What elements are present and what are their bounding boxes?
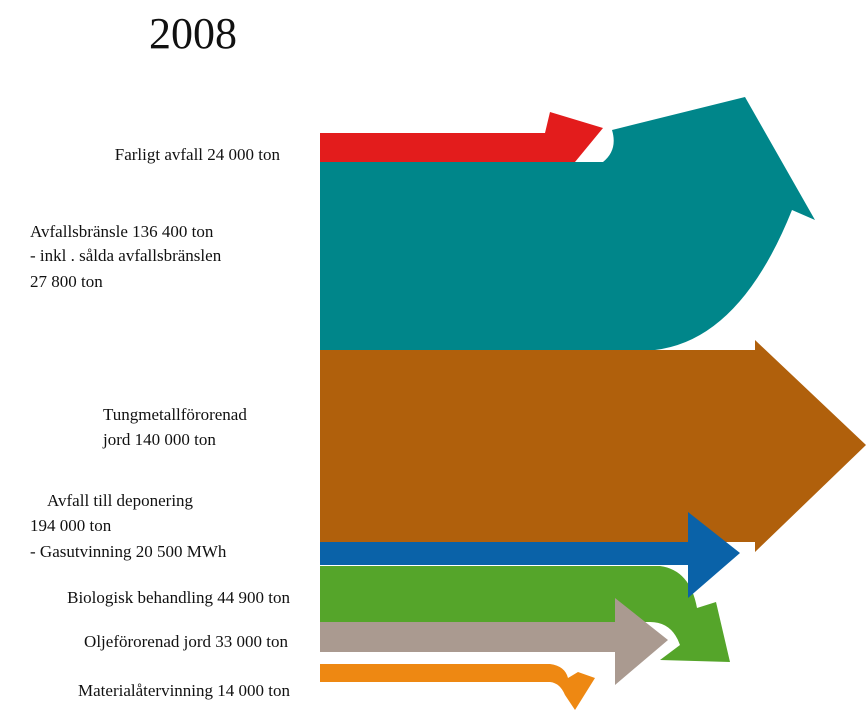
flow-red [320,112,603,162]
label: Biologisk behandling 44 900 ton [67,588,290,607]
label: 194 000 ton [30,516,112,535]
flow-teal [320,97,815,350]
label: - inkl . sålda avfallsbränslen [30,246,222,265]
flow-blue [320,512,740,598]
flow-gray [320,598,668,685]
label: Avfall till deponering [47,491,194,510]
label: 27 800 ton [30,272,103,291]
label: jord 140 000 ton [102,430,216,449]
label: Farligt avfall 24 000 ton [115,145,281,164]
flow-orange [320,664,595,710]
label: Tungmetallförorenad [103,405,247,424]
label: - Gasutvinning 20 500 MWh [30,542,227,561]
flow-green [320,566,730,662]
flow-brown [320,340,866,552]
label: Materialåtervinning 14 000 ton [78,681,290,700]
label: Oljeförorenad jord 33 000 ton [84,632,288,651]
label: Avfallsbränsle 136 400 ton [30,222,214,241]
title: 2008 [149,9,237,58]
